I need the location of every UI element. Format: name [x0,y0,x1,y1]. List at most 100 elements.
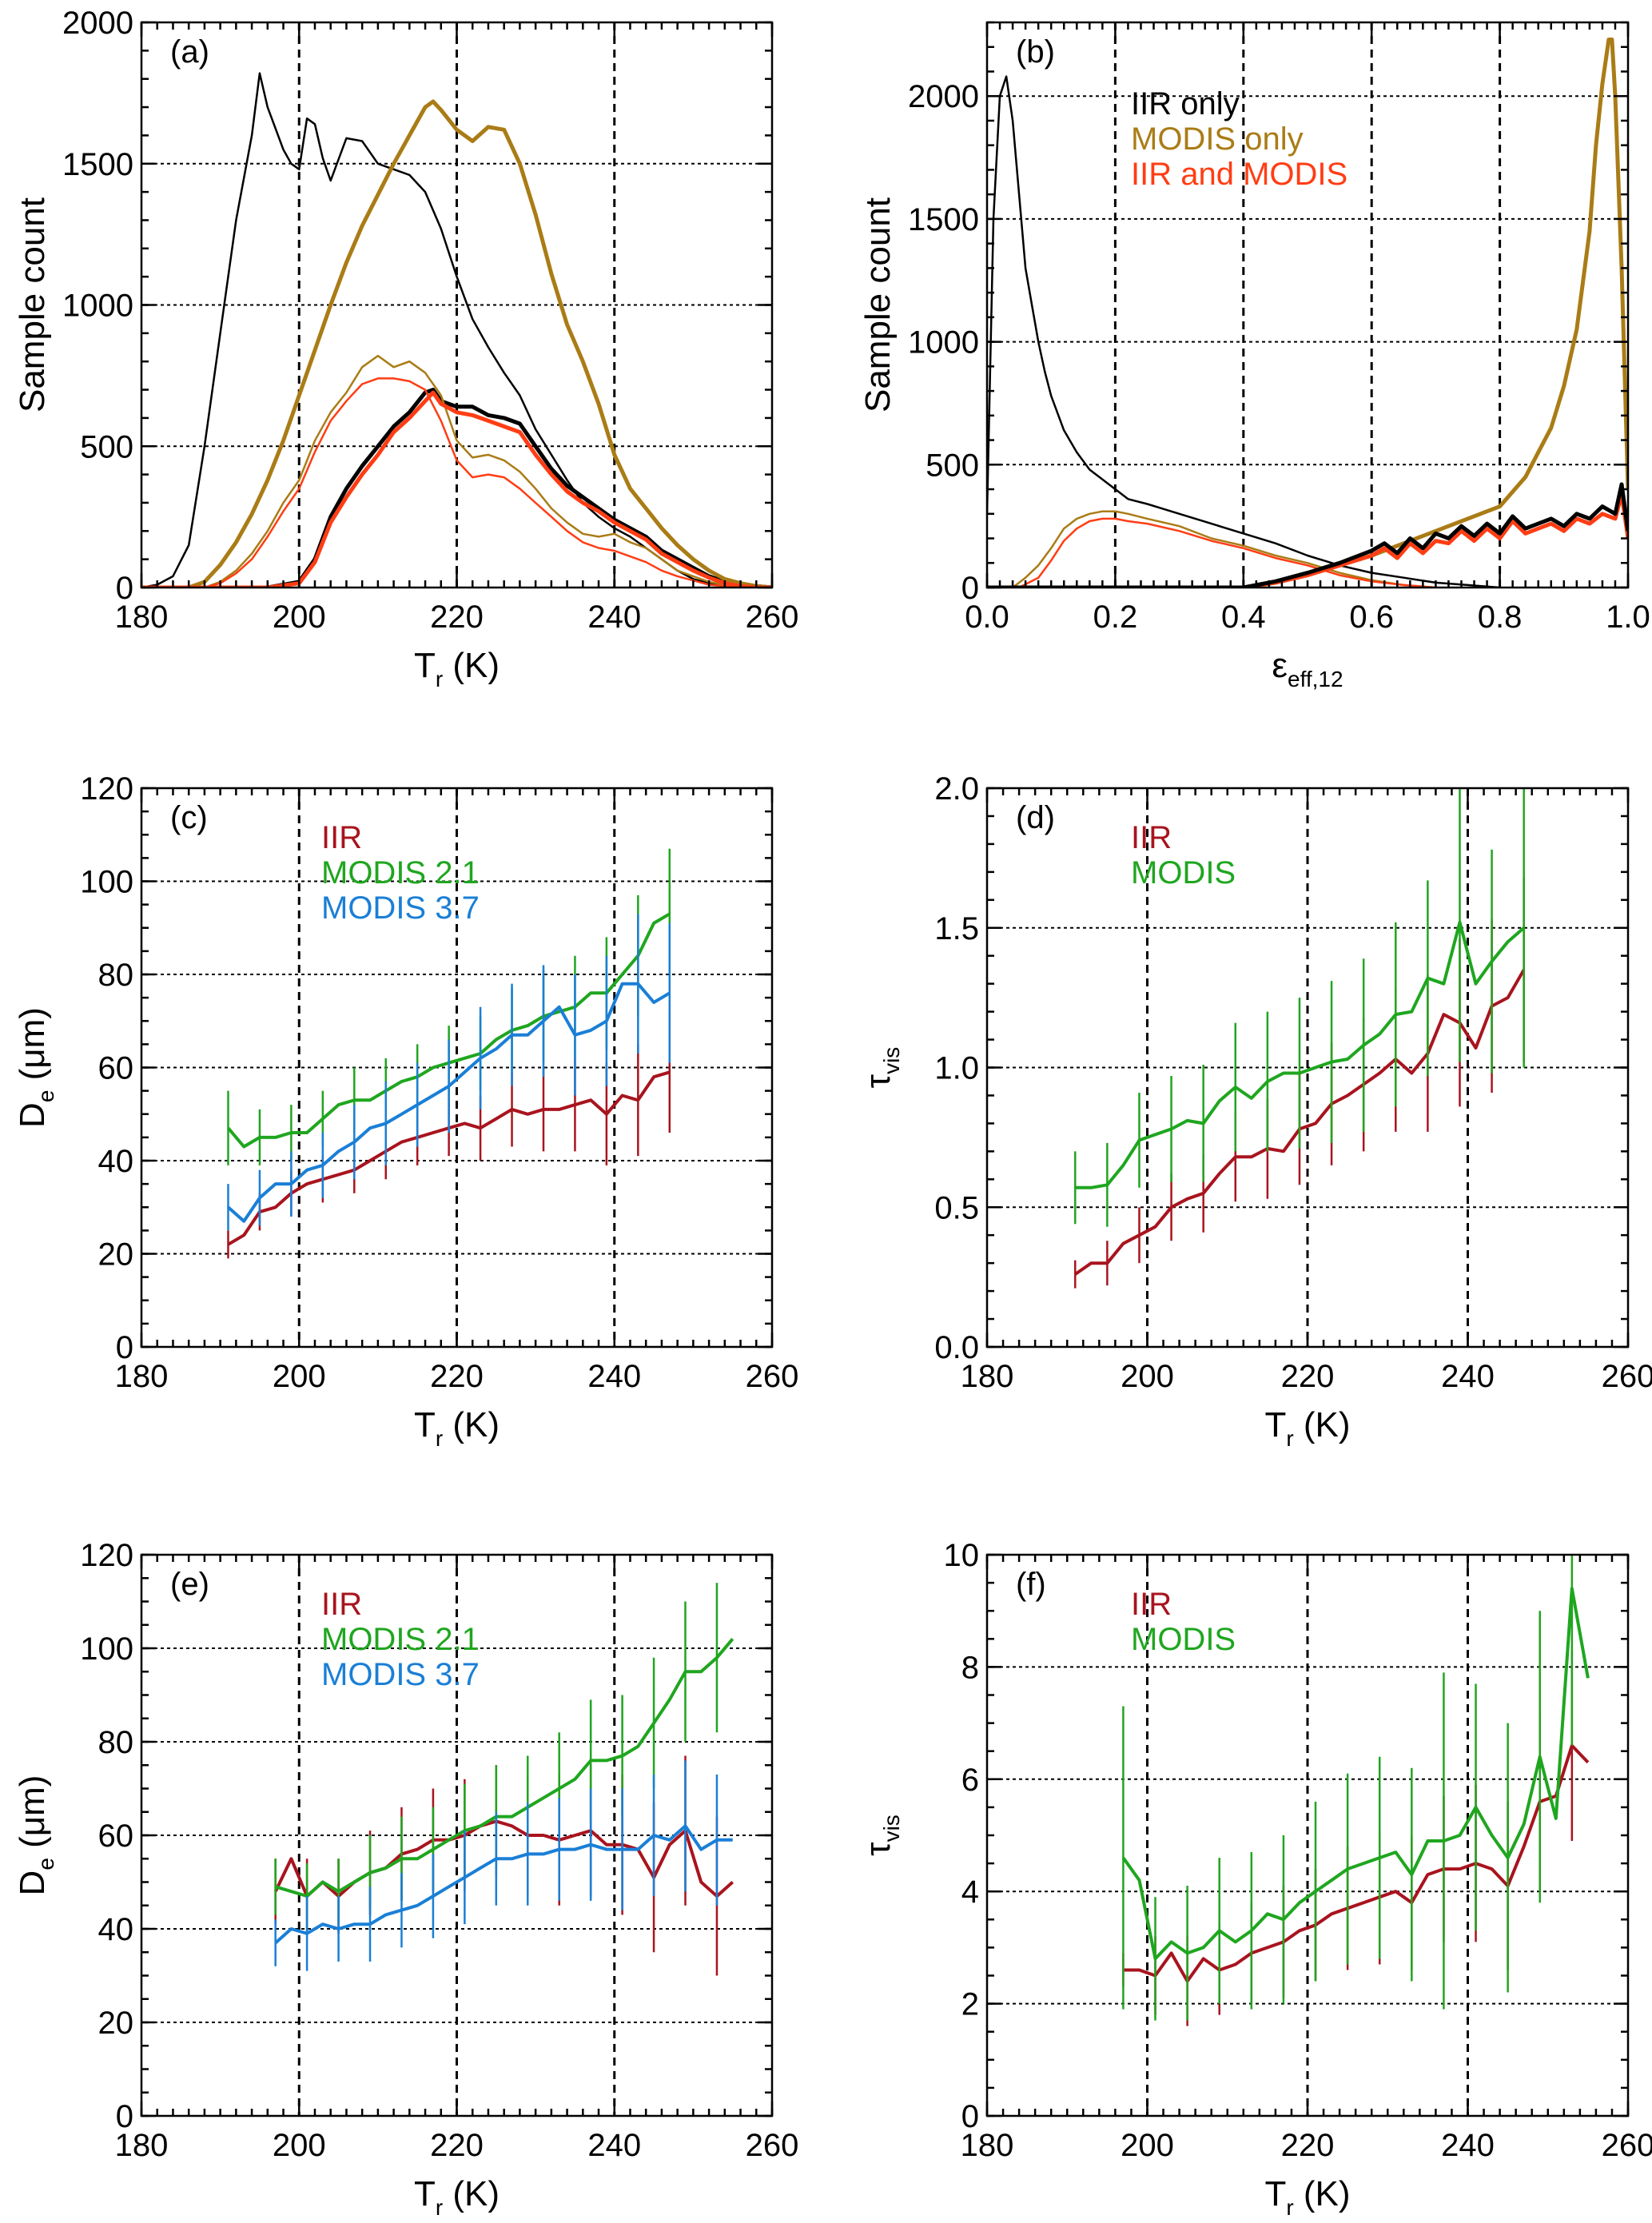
panel-f-series-modis [1121,1587,1590,1961]
panel-e-y-tick-label: 60 [98,1819,134,1854]
panel-c-x-tick-label: 240 [587,1359,641,1394]
panel-b-x-tick-label: 1.0 [1606,600,1650,635]
panel-c-y-tick-label: 120 [80,771,133,807]
panel-d-x-tick-label: 200 [1121,1359,1174,1394]
panel-e-chart: 180 200 220 240 260 0 20 40 60 80 100 120 Tr (K) De (… [13,1538,798,2220]
panel-f-y-tick-label: 10 [944,1538,980,1573]
panel-b-plot-area [987,38,1628,588]
panel-a-chart: 180 200 220 240 260 0 500 1000 1500 2000 Tr (K) Sam… [13,6,798,691]
panel-e-x-tick-label: 220 [430,2128,484,2163]
panel-f-x-tick-label: 220 [1281,2128,1335,2163]
panel-c-y-tick-label: 0 [116,1330,133,1365]
panel-d-series-modis [1075,920,1526,1189]
panel-d-legend-iir: IIR [1131,820,1172,855]
panel-f-series-iir [1123,1743,1590,1983]
panel-a-y-tick-label: 2000 [62,6,133,41]
panel-c-chart: 180 200 220 240 260 0 20 40 60 80 100 120 Tr (K) De (… [13,771,798,1451]
panel-a-x-tick-label: 240 [587,600,641,635]
panel-f-label: (f) [1016,1567,1046,1602]
panel-f-legend-iir: IIR [1131,1587,1172,1622]
panel-b-x-tick-label: 0.8 [1478,600,1523,635]
panel-c-series-modis-3-7 [227,982,671,1223]
panel-a-series-iir-and-modis [141,377,772,588]
panel-c-x-axis-title: Tr (K) [414,1405,500,1451]
panel-e-legend-modis-3-7: MODIS 3.7 [321,1657,480,1692]
panel-b-label: (b) [1016,34,1055,70]
panel-b-x-tick-label: 0.4 [1221,600,1266,635]
panel-d-x-tick-label: 240 [1441,1359,1495,1394]
panel-e-series-modis-3-7 [274,1824,733,1945]
panel-b-series-iir-only-shared [987,482,1628,588]
panel-e-legend-iir: IIR [321,1587,362,1622]
panel-f-plot-area [1121,1555,1590,2026]
panel-a-series-iir-and-modis-shared [141,390,772,588]
panel-a-y-tick-label: 1500 [62,147,133,182]
panel-f-x-tick-label: 200 [1121,2128,1174,2163]
panel-d-label: (d) [1016,800,1055,835]
panel-e-legend-modis-2-1: MODIS 2.1 [321,1622,480,1657]
panel-a-label: (a) [170,34,209,70]
panel-d-x-axis-title: Tr (K) [1264,1405,1350,1451]
panel-a-y-tick-label: 0 [116,571,133,606]
panel-f-x-axis-title: Tr (K) [1264,2174,1350,2220]
panel-a-x-axis-title: Tr (K) [414,646,500,691]
panel-c-legend-modis-2-1: MODIS 2.1 [321,855,480,890]
panel-c-y-tick-label: 60 [98,1051,134,1086]
panel-a-plot-area [141,72,772,588]
panel-e-x-tick-label: 180 [115,2128,169,2163]
panel-b-y-tick-label: 1000 [908,325,979,361]
panel-a-y-tick-label: 500 [80,429,133,464]
panel-f-y-tick-label: 8 [961,1650,979,1685]
panel-e-plot-area [273,1583,734,1976]
panel-b-series-iir-and-modis-shared [987,492,1628,588]
panel-d-y-tick-label: 1.5 [934,911,979,946]
panel-c-legend-modis-3-7: MODIS 3.7 [321,890,480,926]
panel-d-plot-area [1074,788,1526,1289]
panel-e-label: (e) [170,1567,209,1602]
panel-f-chart: 180 200 220 240 260 0 2 4 6 8 10 Tr (K) τvis (f) IIRMO… [858,1538,1652,2220]
panel-b-chart: 0.0 0.2 0.4 0.6 0.8 1.0 0 500 1000 1500 2000 εeff,1… [858,21,1650,691]
panel-b-x-axis-title: εeff,12 [1272,646,1343,691]
panel-e-x-axis-title: Tr (K) [414,2174,500,2220]
panel-c-label: (c) [170,800,208,835]
panel-d-chart: 180 200 220 240 260 0.0 0.5 1.0 1.5 2.0 Tr (K) τvis… [858,771,1652,1451]
panel-b-y-tick-label: 0 [961,571,979,606]
panel-a-series-modis-only [141,99,772,588]
panel-b-x-tick-label: 0.0 [965,600,1009,635]
panel-c-x-tick-label: 180 [115,1359,169,1394]
panel-f-y-tick-label: 6 [961,1763,979,1798]
panel-e-y-tick-label: 120 [80,1538,133,1573]
panel-a-series-modis-only-shared [141,354,772,588]
panel-b-x-tick-label: 0.2 [1093,600,1138,635]
panel-e-y-tick-label: 0 [116,2099,133,2134]
panel-e-x-tick-label: 200 [273,2128,326,2163]
panel-a-x-tick-label: 220 [430,600,484,635]
panel-b-y-tick-label: 2000 [908,79,979,114]
panel-a-x-tick-label: 260 [746,600,799,635]
panel-a-x-tick-label: 180 [115,600,169,635]
panel-e-y-tick-label: 80 [98,1725,134,1760]
panel-a-y-axis-title: Sample count [13,197,52,412]
panel-f-x-tick-label: 260 [1602,2128,1652,2163]
panel-f-x-tick-label: 180 [961,2128,1014,2163]
panel-c-y-tick-label: 20 [98,1237,134,1273]
panel-c-x-tick-label: 200 [273,1359,326,1394]
panel-e-y-tick-label: 40 [98,1912,134,1947]
panel-e-series-modis-2-1 [275,1638,734,1898]
panel-f-y-axis-title: τvis [858,1815,904,1856]
panel-b-series-iir-only [987,75,1500,588]
panel-c-y-axis-title: De (μm) [13,1007,58,1128]
panel-c-y-tick-label: 80 [98,958,134,993]
panel-f-y-tick-label: 4 [961,1874,979,1910]
panel-d-y-tick-label: 0.5 [934,1190,979,1225]
panel-b-y-axis-title: Sample count [858,197,898,412]
panel-c-y-tick-label: 100 [80,865,133,900]
panel-d-x-tick-label: 260 [1602,1359,1652,1394]
panel-d-x-tick-label: 180 [961,1359,1014,1394]
panel-f-x-tick-label: 240 [1441,2128,1495,2163]
panel-d-y-axis-title: τvis [858,1047,904,1089]
panel-b-x-tick-label: 0.6 [1349,600,1394,635]
panel-d-x-tick-label: 220 [1281,1359,1335,1394]
